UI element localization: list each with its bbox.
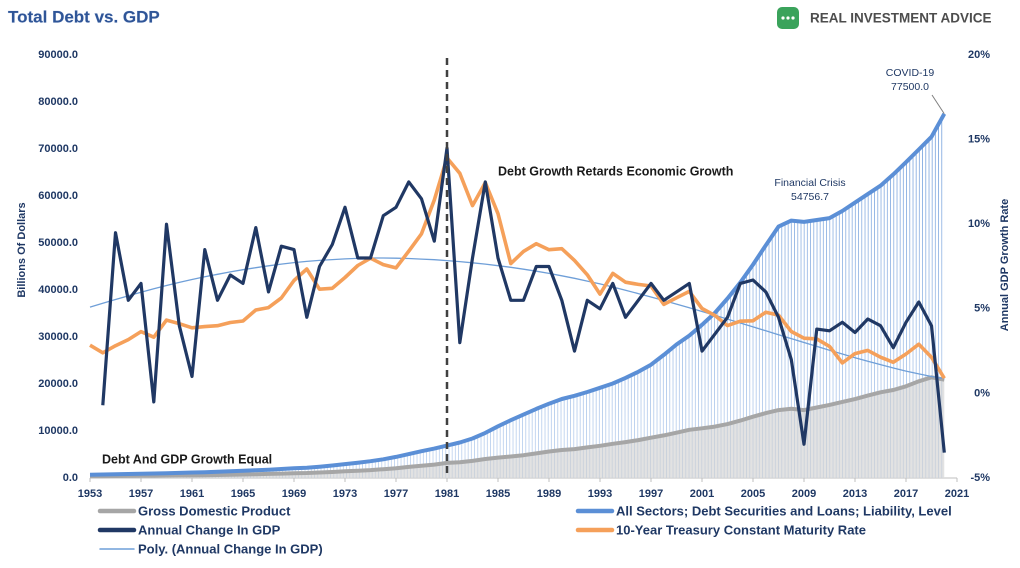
x-tick-label: 2009 bbox=[792, 488, 816, 500]
annotation: Debt And GDP Growth Equal bbox=[102, 452, 272, 466]
legend-label: Gross Domestic Product bbox=[138, 503, 291, 518]
x-tick-label: 2021 bbox=[945, 488, 969, 500]
y-tick-label: 50000.0 bbox=[38, 237, 78, 249]
x-tick-label: 1969 bbox=[282, 488, 306, 500]
x-tick-label: 1973 bbox=[333, 488, 357, 500]
y-tick-label: 40000.0 bbox=[38, 284, 78, 296]
y2-tick-label: -5% bbox=[970, 472, 990, 484]
y2-tick-label: 5% bbox=[974, 303, 990, 315]
y2-tick-label: 15% bbox=[968, 134, 990, 146]
brand: REAL INVESTMENT ADVICE bbox=[810, 11, 992, 26]
gdp-area bbox=[90, 377, 945, 478]
y2-tick-label: 0% bbox=[974, 387, 990, 399]
legend-label: All Sectors; Debt Securities and Loans; … bbox=[616, 503, 952, 518]
x-tick-label: 2017 bbox=[894, 488, 918, 500]
gdp-line bbox=[90, 375, 945, 479]
y-tick-label: 30000.0 bbox=[38, 331, 78, 343]
x-tick-label: 1957 bbox=[129, 488, 153, 500]
x-tick-label: 1997 bbox=[639, 488, 663, 500]
gdp-change-line bbox=[101, 146, 946, 453]
x-tick-label: 1961 bbox=[180, 488, 204, 500]
y2-axis-title: Annual GDP Growth Rate bbox=[999, 199, 1011, 331]
y-tick-label: 0.0 bbox=[63, 472, 78, 484]
y-tick-label: 80000.0 bbox=[38, 96, 78, 108]
x-tick-label: 1989 bbox=[537, 488, 561, 500]
y-tick-label: 70000.0 bbox=[38, 143, 78, 155]
annotation: Debt Growth Retards Economic Growth bbox=[498, 164, 733, 178]
debt-area-fade bbox=[90, 113, 945, 479]
x-tick-label: 1985 bbox=[486, 488, 510, 500]
y-tick-label: 10000.0 bbox=[38, 425, 78, 437]
debt-line bbox=[89, 112, 947, 477]
callout-value: 77500.0 bbox=[891, 81, 929, 93]
callout-value: 54756.7 bbox=[791, 191, 829, 203]
y2-tick-label: 20% bbox=[968, 49, 990, 61]
treasury-line bbox=[89, 156, 946, 380]
legend-label: Poly. (Annual Change In GDP) bbox=[138, 541, 323, 556]
legend-label: 10-Year Treasury Constant Maturity Rate bbox=[616, 522, 866, 537]
y-tick-label: 90000.0 bbox=[38, 49, 78, 61]
callout-title: COVID-19 bbox=[886, 67, 935, 79]
chart-title: Total Debt vs. GDP bbox=[8, 7, 160, 26]
x-tick-label: 1981 bbox=[435, 488, 459, 500]
logo-dot bbox=[781, 16, 785, 20]
y2-tick-label: 10% bbox=[968, 218, 990, 230]
legend-label: Annual Change In GDP bbox=[138, 522, 281, 537]
logo-dot bbox=[786, 16, 790, 20]
callout-title: Financial Crisis bbox=[774, 177, 845, 189]
poly-trend-line bbox=[89, 257, 945, 380]
y-axis-title: Billions Of Dollars bbox=[16, 202, 28, 297]
callout-leader bbox=[931, 94, 945, 115]
x-tick-label: 1965 bbox=[231, 488, 255, 500]
logo-dot bbox=[791, 16, 795, 20]
x-tick-label: 2005 bbox=[741, 488, 765, 500]
y-tick-label: 60000.0 bbox=[38, 190, 78, 202]
x-tick-label: 1993 bbox=[588, 488, 612, 500]
x-tick-label: 2013 bbox=[843, 488, 867, 500]
x-tick-label: 1977 bbox=[384, 488, 408, 500]
y-tick-label: 20000.0 bbox=[38, 378, 78, 390]
x-tick-label: 2001 bbox=[690, 488, 714, 500]
x-tick-label: 1953 bbox=[78, 488, 102, 500]
